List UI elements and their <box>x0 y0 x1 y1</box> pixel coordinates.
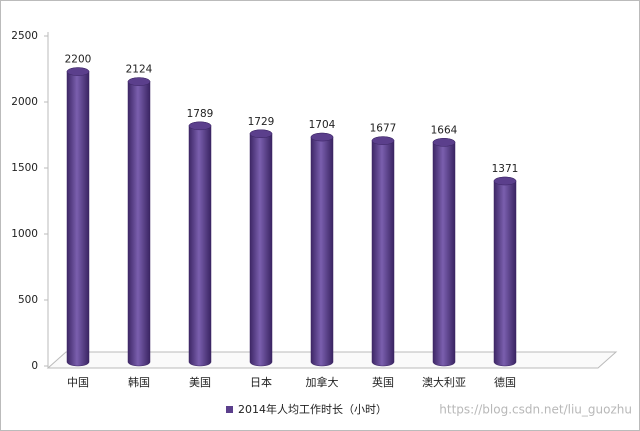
value-label: 1677 <box>370 123 397 135</box>
value-label: 1371 <box>492 163 519 175</box>
bar-top <box>432 138 456 147</box>
value-label: 1729 <box>248 116 275 128</box>
bar-top <box>127 77 151 86</box>
bar <box>188 121 212 367</box>
value-label: 1704 <box>309 119 336 131</box>
bar <box>493 176 517 367</box>
bar <box>127 77 151 367</box>
bar-top <box>66 67 90 76</box>
x-tick-label: 美国 <box>189 376 211 389</box>
bar <box>249 129 273 367</box>
x-tick-label: 澳大利亚 <box>422 375 466 389</box>
y-tick-label: 2000 <box>11 96 38 108</box>
bar <box>66 67 90 367</box>
legend-label: 2014年人均工作时长（小时） <box>238 402 387 416</box>
x-tick-label: 韩国 <box>128 375 150 389</box>
x-tick-label: 加拿大 <box>306 375 339 389</box>
value-label: 2124 <box>126 64 153 76</box>
legend-swatch <box>226 406 233 413</box>
y-tick-label: 1000 <box>11 228 38 240</box>
bar-top <box>188 121 212 131</box>
x-tick-label: 德国 <box>494 375 516 389</box>
watermark: https://blog.csdn.net/liu_guozhu <box>439 403 632 417</box>
x-tick-label: 中国 <box>67 376 89 389</box>
bar <box>432 138 456 367</box>
value-label: 1664 <box>431 124 458 136</box>
bar-top <box>493 176 517 186</box>
bar <box>310 132 334 367</box>
bar <box>371 136 395 367</box>
y-tick-label: 1500 <box>11 162 38 174</box>
y-tick-label: 2500 <box>11 30 38 42</box>
y-tick-label: 500 <box>18 294 38 306</box>
value-label: 2200 <box>65 54 92 66</box>
y-tick-label: 0 <box>31 360 38 372</box>
x-tick-label: 英国 <box>372 375 394 389</box>
bar-top <box>310 132 334 142</box>
bar-top <box>371 136 395 145</box>
value-label: 1789 <box>187 108 214 120</box>
bar-top <box>249 129 273 139</box>
x-tick-label: 日本 <box>250 375 272 389</box>
